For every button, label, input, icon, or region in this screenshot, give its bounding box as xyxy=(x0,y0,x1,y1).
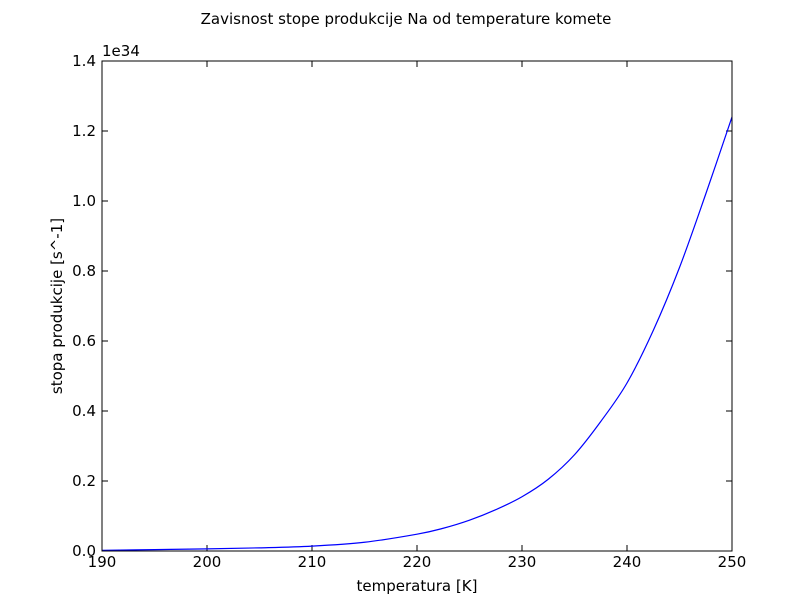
tick-label-group: 190 200 210 220 230 240 250 0.0 0.2 0.4 0.6 0.8 1.0 1… xyxy=(72,52,746,571)
y-tick-label: 0.8 xyxy=(72,262,96,280)
plot-frame xyxy=(101,60,733,552)
x-tick-label: 220 xyxy=(403,553,432,571)
x-tick-label: 210 xyxy=(298,553,327,571)
x-tick-label: 200 xyxy=(193,553,222,571)
x-axis-label: temperatura [K] xyxy=(357,577,478,595)
x-tick-label: 250 xyxy=(718,553,747,571)
y-tick-label: 0.4 xyxy=(72,402,96,420)
y-tick-label: 0.6 xyxy=(72,332,96,350)
y-offset-label: 1e34 xyxy=(102,42,140,60)
y-axis-label: stopa produkcije [s^-1] xyxy=(48,218,66,394)
x-tick-label: 230 xyxy=(508,553,537,571)
plot-area xyxy=(102,61,732,551)
chart-title: Zavisnost stope produkcije Na od tempera… xyxy=(201,10,612,28)
y-tick-label: 0.0 xyxy=(72,542,96,560)
x-tick-label: 240 xyxy=(613,553,642,571)
series-line xyxy=(101,116,733,551)
x-tick-label: 190 xyxy=(88,553,117,571)
y-tick-label: 1.0 xyxy=(72,192,96,210)
y-tick-label: 1.2 xyxy=(72,122,96,140)
y-tick-label: 1.4 xyxy=(72,52,96,70)
y-tick-label: 0.2 xyxy=(72,472,96,490)
